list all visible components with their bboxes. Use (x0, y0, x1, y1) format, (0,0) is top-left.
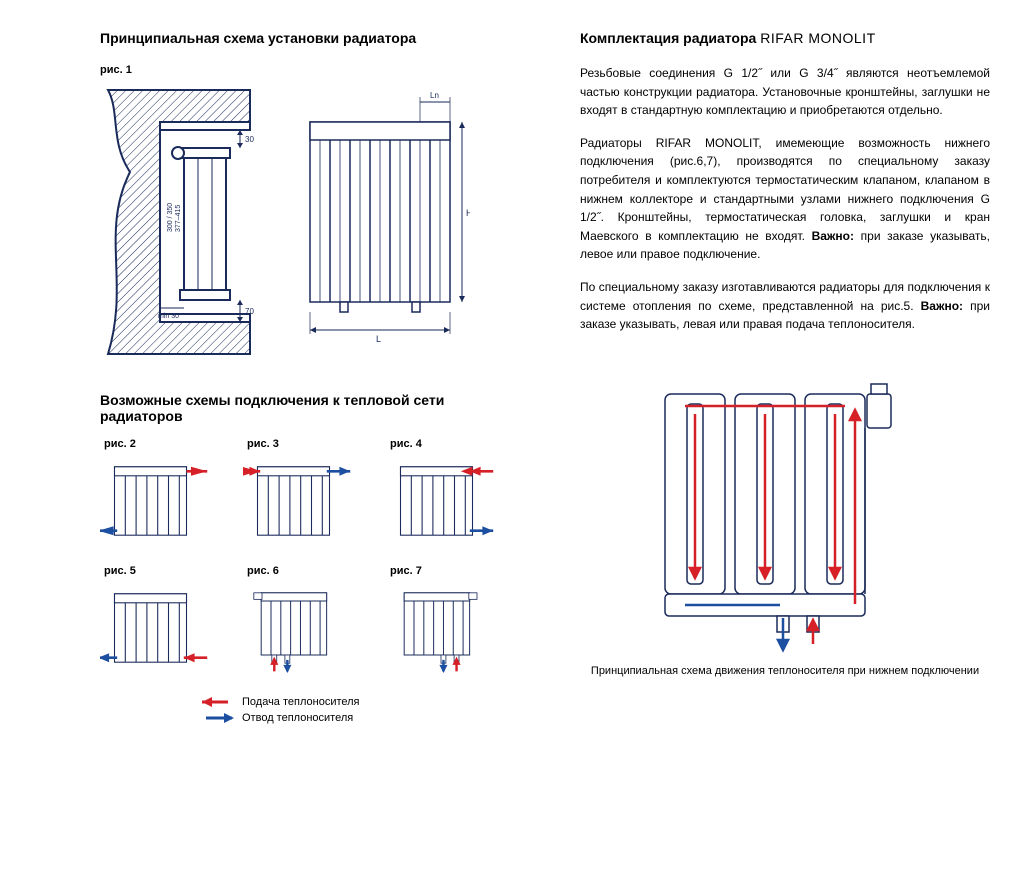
fig4-cell: рис. 4 (386, 438, 511, 551)
fig6-label: рис. 6 (247, 565, 368, 577)
equipment-title: Комплектация радиатора RIFAR MONOLIT (580, 30, 990, 46)
red-arrow-icon (200, 696, 234, 708)
dim-h2: 377–415 (175, 205, 182, 232)
fig6-diagram (243, 583, 353, 673)
right-column: Комплектация радиатора RIFAR MONOLIT Рез… (580, 30, 990, 728)
flow-diagram (645, 374, 925, 654)
fig3-label: рис. 3 (247, 438, 368, 450)
fig4-diagram (386, 456, 496, 546)
equipment-title-text: Комплектация радиатора (580, 30, 756, 46)
fig4-label: рис. 4 (390, 438, 511, 450)
para2-a: Радиаторы RIFAR MONOLIT, имемеющие возмо… (580, 136, 990, 243)
fig3-diagram (243, 456, 353, 546)
legend-return-text: Отвод теплоносителя (242, 712, 353, 724)
fig7-diagram (386, 583, 496, 673)
fig5-cell: рис. 5 (100, 565, 225, 678)
connection-schemes-title: Возможные схемы подключения к тепловой с… (100, 392, 460, 424)
dim-ln: Ln (430, 91, 439, 100)
para3-bold: Важно: (921, 299, 963, 313)
scheme-row-1: рис. 2 (100, 438, 520, 551)
dim-h: H (466, 208, 470, 218)
page: Принципиальная схема установки радиатора… (0, 0, 1036, 748)
dim-bottom: 70 (245, 307, 254, 316)
install-scheme-title: Принципиальная схема установки радиатора (100, 30, 520, 46)
fig2-diagram (100, 456, 210, 546)
legend-supply-row: Подача теплоносителя (200, 696, 520, 708)
scheme-row-2: рис. 5 (100, 565, 520, 678)
fig5-label: рис. 5 (104, 565, 225, 577)
fig1-row: 30 70 min 30 300 / 350 377–415 (100, 82, 520, 362)
fig1-front-diagram: Ln L H (290, 82, 470, 362)
fig1-wall-diagram: 30 70 min 30 300 / 350 377–415 (100, 82, 260, 362)
legend-return-row: Отвод теплоносителя (200, 712, 520, 724)
dim-h1: 300 / 350 (167, 203, 174, 232)
fig7-label: рис. 7 (390, 565, 511, 577)
flow-caption: Принципиальная схема движения теплоносит… (580, 664, 990, 679)
blue-arrow-icon (200, 712, 234, 724)
para2: Радиаторы RIFAR MONOLIT, имемеющие возмо… (580, 134, 990, 264)
equipment-title-brand: RIFAR MONOLIT (760, 30, 875, 46)
dim-wall: min 30 (158, 313, 179, 320)
para1: Резьбовые соединения G 1/2˝ или G 3/4˝ я… (580, 64, 990, 120)
fig7-cell: рис. 7 (386, 565, 511, 678)
fig3-cell: рис. 3 (243, 438, 368, 551)
fig2-cell: рис. 2 (100, 438, 225, 551)
dim-top: 30 (245, 135, 254, 144)
dim-l: L (376, 334, 381, 344)
left-column: Принципиальная схема установки радиатора… (100, 30, 520, 728)
fig1-label: рис. 1 (100, 64, 520, 76)
para3: По специальному заказу изготавливаются р… (580, 278, 990, 334)
legend-supply-text: Подача теплоносителя (242, 696, 360, 708)
fig6-cell: рис. 6 (243, 565, 368, 678)
para2-bold: Важно: (812, 229, 854, 243)
fig2-label: рис. 2 (104, 438, 225, 450)
legend: Подача теплоносителя Отвод теплоносителя (200, 696, 520, 724)
fig5-diagram (100, 583, 210, 673)
